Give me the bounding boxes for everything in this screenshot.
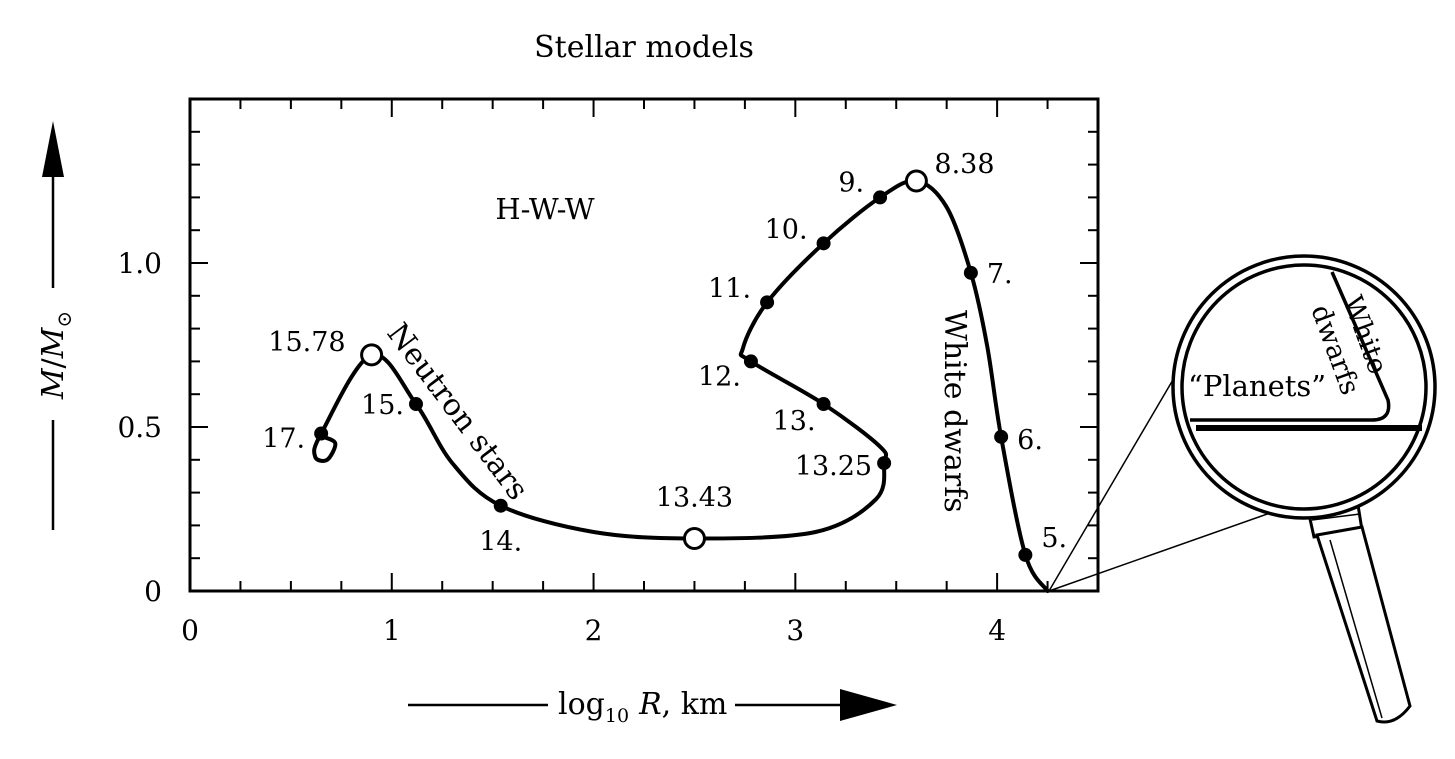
point-label: 12. xyxy=(698,361,741,392)
point-label: 8.38 xyxy=(934,149,994,180)
white-dwarfs-annotation: White dwarfs xyxy=(937,310,972,513)
point-label: 11. xyxy=(708,273,751,304)
open-model-point xyxy=(904,169,928,193)
filled-model-point xyxy=(963,265,978,280)
point-label: 15.78 xyxy=(268,327,345,358)
open-model-point xyxy=(360,343,384,367)
x-axis-label-group: log10 R, km xyxy=(408,687,897,727)
point-label: 13.43 xyxy=(656,483,733,514)
axis-tick-labels: 0 1 2 3 4 0 0.5 1.0 xyxy=(117,247,1006,647)
inset-curve xyxy=(1190,271,1391,422)
model-point-labels: 5. 6. 7. 8.38 9. 10. 11. 12. 13. 13.25 13.43 14. 15.… xyxy=(262,149,1067,558)
magnifier-callout-line-lower xyxy=(1048,505,1291,592)
point-label: 7. xyxy=(987,259,1013,290)
magnifier-callout-line-upper xyxy=(1048,360,1185,592)
y-tick-label: 1.0 xyxy=(117,247,162,280)
axis-ticks xyxy=(189,98,1099,592)
x-tick-label: 3 xyxy=(786,614,804,647)
point-label: 17. xyxy=(262,424,305,455)
model-points xyxy=(314,169,1033,562)
x-tick-label: 2 xyxy=(585,614,603,647)
point-label: 14. xyxy=(479,527,522,558)
inset-planets-label: “Planets” xyxy=(1188,369,1326,403)
filled-model-point xyxy=(493,498,508,513)
filled-model-point xyxy=(408,397,423,412)
y-axis-arrow-head-icon xyxy=(42,121,64,177)
filled-model-point xyxy=(816,236,831,251)
magnifier-inset: “Planets” White dwarfs xyxy=(1048,254,1437,724)
point-label: 13.25 xyxy=(795,451,872,482)
magnifier-handle xyxy=(1306,503,1412,724)
point-label: 6. xyxy=(1017,425,1043,456)
filled-model-point xyxy=(1018,547,1033,562)
model-label: H-W-W xyxy=(495,192,594,226)
filled-model-point xyxy=(873,190,888,205)
x-axis-label: log10 R, km xyxy=(558,687,727,727)
x-tick-label: 0 xyxy=(181,614,199,647)
filled-model-point xyxy=(816,397,831,412)
x-tick-label: 1 xyxy=(383,614,401,647)
filled-model-point xyxy=(994,429,1009,444)
filled-model-point xyxy=(760,295,775,310)
chart-title: Stellar models xyxy=(534,30,754,65)
point-label: 9. xyxy=(838,167,864,198)
filled-model-point xyxy=(877,456,892,471)
y-tick-label: 0 xyxy=(144,575,162,608)
point-label: 5. xyxy=(1041,523,1067,554)
y-axis-label: M/M⊙ xyxy=(36,311,76,400)
point-label: 10. xyxy=(765,214,808,245)
y-tick-label: 0.5 xyxy=(117,411,162,444)
point-label: 15. xyxy=(361,390,404,421)
point-label: 13. xyxy=(773,406,816,437)
filled-model-point xyxy=(314,426,329,441)
x-tick-label: 4 xyxy=(988,614,1006,647)
magnifier-lens-inner-ring xyxy=(1180,263,1428,511)
open-model-point xyxy=(682,527,706,551)
x-axis-arrow-head-icon xyxy=(840,689,897,721)
filled-model-point xyxy=(743,354,758,369)
y-axis-label-group: M/M⊙ xyxy=(36,121,76,530)
